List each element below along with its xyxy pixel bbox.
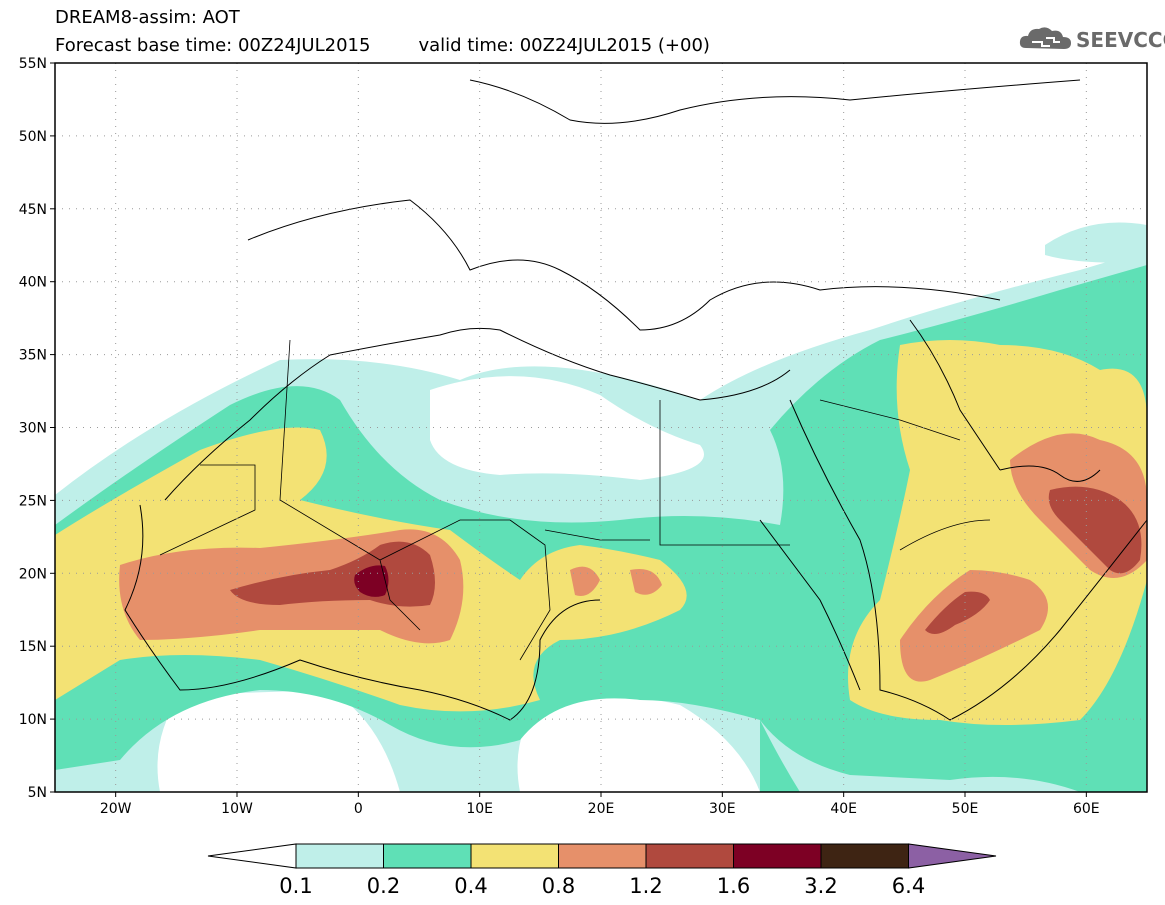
coastlines [124,79,1147,721]
lat-label: 15N [19,639,47,655]
colorbar-label: 0.1 [279,874,312,898]
lon-label: 20W [100,801,132,817]
longitude-labels: 20W 10W 0 10E 20E 30E 40E 50E 60E [100,801,1100,817]
colorbar-label: 1.2 [629,874,662,898]
lon-label: 10E [466,801,493,817]
colorbar: 0.1 0.2 0.4 0.8 1.2 1.6 3.2 6.4 [207,843,997,898]
lon-label: 50E [952,801,979,817]
lon-label: 40E [830,801,857,817]
lat-label: 25N [19,493,47,509]
aot-contour-1.6 [354,565,389,597]
lat-label: 35N [19,348,47,364]
seevccc-logo: SEEVCCC [1018,24,1165,56]
lat-label: 30N [19,421,47,437]
valid-time: valid time: 00Z24JUL2015 (+00) [418,35,710,56]
colorbar-label: 1.6 [717,874,750,898]
forecast-times: Forecast base time: 00Z24JUL2015 valid ti… [55,36,710,56]
lon-label: 10W [221,801,253,817]
map-title: DREAM8-assim: AOT [55,7,240,28]
lat-label: 55N [19,56,47,72]
country-borders [159,339,991,661]
lon-label: 20E [588,801,615,817]
colorbar-label: 3.2 [804,874,837,898]
colorbar-upper-triangle [908,843,997,869]
lat-label: 50N [19,129,47,145]
lat-label: 45N [19,202,47,218]
colorbar-label: 0.2 [367,874,400,898]
colorbar-label: 0.8 [542,874,575,898]
graticule [55,63,1147,792]
colorbar-segment [733,843,822,869]
lat-label: 20N [19,566,47,582]
colorbar-lower-triangle [207,843,297,869]
lon-label: 60E [1073,801,1100,817]
lon-label: 30E [709,801,736,817]
base-time: Forecast base time: 00Z24JUL2015 [55,35,371,56]
logo-text: SEEVCCC [1076,28,1165,52]
colorbar-segment [820,843,909,869]
lon-label: 0 [354,801,363,817]
colorbar-segment [558,843,647,869]
cloud-icon [1019,27,1071,49]
axis-ticks [50,62,1087,797]
colorbar-segment [470,843,559,869]
lat-label: 10N [19,712,47,728]
colorbar-segment [383,843,472,869]
colorbar-label: 6.4 [892,874,925,898]
colorbar-label: 0.4 [454,874,487,898]
lat-label: 40N [19,275,47,291]
latitude-labels: 5N 10N 15N 20N 25N 30N 35N 40N 45N 50N 55N [19,56,47,801]
colorbar-segment [645,843,734,869]
colorbar-segment [295,843,384,869]
lat-label: 5N [28,785,47,801]
